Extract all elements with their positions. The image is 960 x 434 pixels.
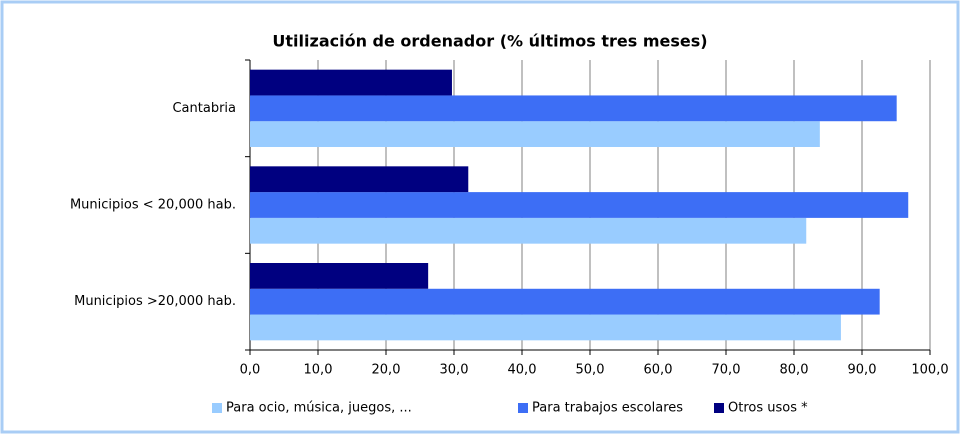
bar <box>250 192 909 218</box>
legend-label: Otros usos * <box>728 401 808 416</box>
bar <box>250 121 820 147</box>
bar <box>250 69 452 96</box>
x-tick-label: 0,0 <box>240 363 261 378</box>
bar <box>250 95 897 122</box>
y-tick-label: Municipios < 20,000 hab. <box>70 198 236 213</box>
x-tick-label: 20,0 <box>372 363 401 378</box>
bar <box>250 314 841 341</box>
x-tick-label: 10,0 <box>304 363 333 378</box>
bar <box>250 166 469 193</box>
legend-swatch <box>518 403 528 413</box>
x-tick-label: 100,0 <box>911 363 948 378</box>
legend-label: Para ocio, música, juegos, ... <box>226 401 412 416</box>
legend-label: Para trabajos escolares <box>532 401 683 416</box>
x-tick-label: 60,0 <box>644 363 673 378</box>
y-tick-label: Municipios >20,000 hab. <box>74 294 236 309</box>
legend-swatch <box>714 403 724 413</box>
bar <box>250 288 880 315</box>
chart-title: Utilización de ordenador (% últimos tres… <box>272 32 707 51</box>
x-tick-label: 30,0 <box>440 363 469 378</box>
x-tick-label: 40,0 <box>508 363 537 378</box>
x-tick-label: 80,0 <box>780 363 809 378</box>
x-tick-label: 70,0 <box>712 363 741 378</box>
bar <box>250 263 429 289</box>
legend-swatch <box>212 403 222 413</box>
x-tick-label: 50,0 <box>576 363 605 378</box>
x-tick-label: 90,0 <box>848 363 877 378</box>
bar <box>250 217 807 244</box>
y-tick-label: Cantabria <box>172 101 236 116</box>
